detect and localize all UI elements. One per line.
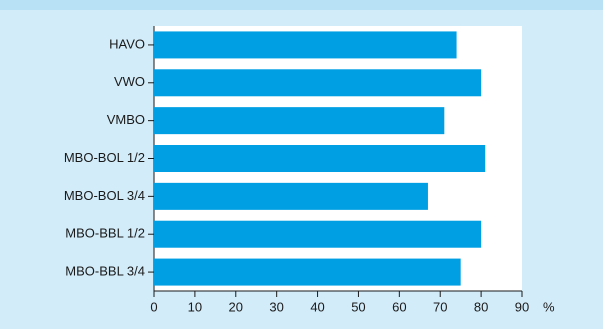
- y-tick-label: MBO-BBL 1/2: [65, 226, 145, 241]
- y-tick-label: MBO-BBL 3/4: [65, 264, 145, 279]
- y-tick-label: VWO: [114, 74, 145, 89]
- x-tick-label: 60: [392, 299, 406, 314]
- bar: [154, 107, 445, 135]
- y-tick-label: MBO-BOL 1/2: [64, 150, 145, 165]
- x-tick-label: 10: [188, 299, 202, 314]
- bar: [154, 31, 457, 59]
- x-tick-label: 90: [515, 299, 529, 314]
- bar: [154, 258, 461, 286]
- bar: [154, 182, 428, 210]
- x-axis-label: %: [543, 299, 555, 314]
- x-tick-label: 80: [474, 299, 488, 314]
- x-tick-label: 50: [351, 299, 365, 314]
- x-tick-label: 70: [433, 299, 447, 314]
- bar: [154, 145, 486, 172]
- bar: [154, 69, 482, 97]
- header-strip: [0, 0, 603, 10]
- x-tick-label: 0: [150, 299, 157, 314]
- x-tick-label: 40: [310, 299, 324, 314]
- x-tick-label: 30: [269, 299, 283, 314]
- y-tick-label: MBO-BOL 3/4: [64, 188, 145, 203]
- x-tick-label: 20: [229, 299, 243, 314]
- y-tick-label: HAVO: [109, 36, 145, 51]
- bar: [154, 220, 482, 248]
- y-tick-label: VMBO: [107, 112, 145, 127]
